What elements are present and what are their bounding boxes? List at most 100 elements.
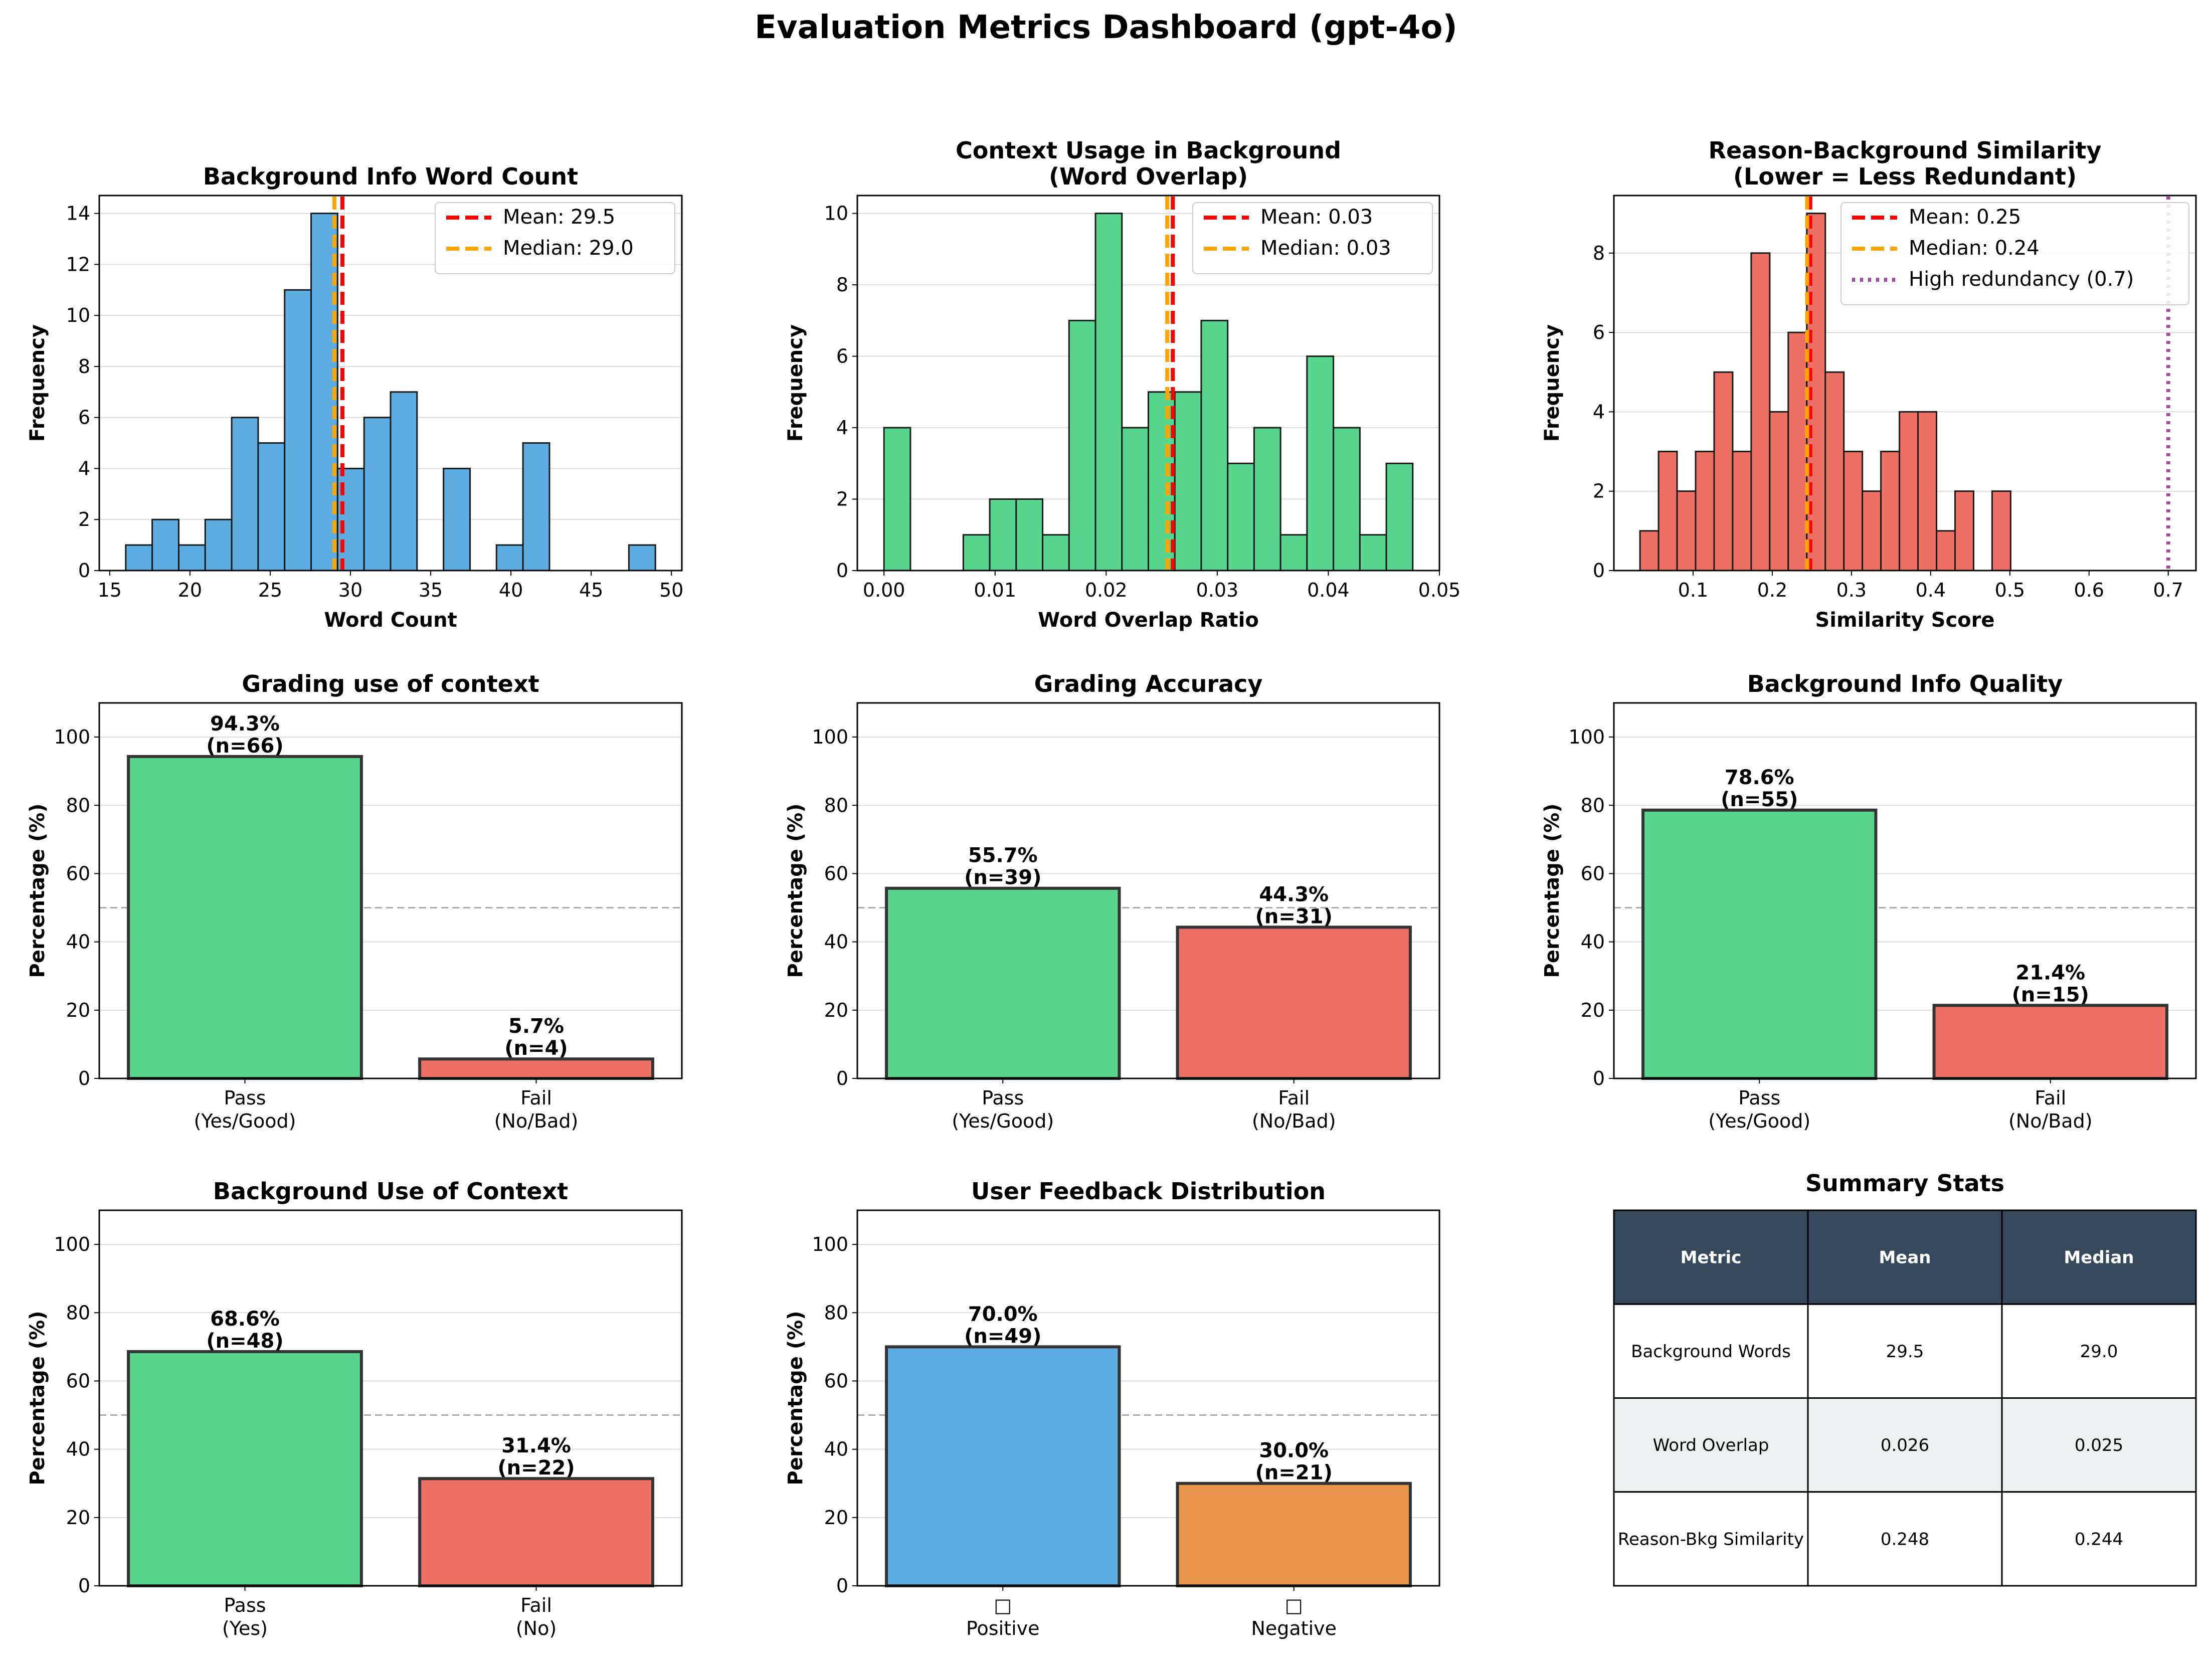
bar (1641, 808, 1878, 1080)
bar (885, 886, 1121, 1080)
x-tick-label: Negative (1251, 1617, 1337, 1639)
bar-value-label: 70.0% (968, 1303, 1038, 1326)
y-tick-label: 100 (812, 726, 848, 748)
x-axis-label: Word Overlap Ratio (1038, 609, 1259, 632)
y-tick-label: 100 (54, 726, 90, 748)
histogram-bar (1899, 411, 1919, 572)
y-tick-label: 0 (1593, 1067, 1605, 1089)
y-tick-label: 60 (1581, 862, 1605, 884)
bar (1176, 926, 1412, 1080)
y-axis-label: Percentage (%) (26, 1311, 49, 1486)
axes-frame-5 (1613, 702, 2197, 1079)
x-tick-label: (Yes/Good) (952, 1110, 1054, 1132)
y-tick-label: 0 (836, 1067, 848, 1089)
legend-label: Median: 0.24 (1909, 237, 2040, 260)
table-title: Summary Stats (1805, 1170, 2004, 1197)
histogram-bar (177, 544, 206, 572)
bar-count-label: (n=4) (504, 1037, 568, 1060)
table-cell (2001, 1303, 2197, 1399)
table-header-label: Median (2064, 1248, 2134, 1268)
y-tick-label: 0 (78, 560, 90, 582)
histogram-bar (1880, 451, 1901, 572)
x-tick-label: Fail (2035, 1087, 2066, 1109)
chart-title: User Feedback Distribution (971, 1178, 1326, 1205)
x-tick-label: 0.4 (1916, 579, 1946, 601)
bar-value-label: 44.3% (1259, 883, 1329, 906)
x-tick-label: 0.6 (2074, 579, 2104, 601)
x-tick-label: 0.04 (1307, 579, 1350, 601)
y-tick-label: 2 (78, 508, 90, 530)
histogram-bar (1174, 391, 1202, 572)
table-cell-value: Reason-Bkg Similarity (1618, 1529, 1804, 1549)
y-axis-label: Percentage (%) (1541, 804, 1564, 978)
legend-label: Median: 0.03 (1260, 237, 1391, 260)
y-tick-label: 10 (66, 304, 90, 326)
chart-title: (Lower = Less Redundant) (1733, 163, 2077, 190)
summary-table: Summary Stats Metric Mean Median Background … (1613, 1170, 2197, 1587)
y-tick-label: 2 (1593, 480, 1605, 502)
y-axis-label: Percentage (%) (784, 804, 807, 978)
chart-title: Background Info Quality (1747, 670, 2063, 697)
x-tick-label: Fail (520, 1594, 552, 1616)
y-tick-label: 20 (1581, 999, 1605, 1021)
table-cell-value: 29.5 (1886, 1342, 1924, 1362)
histogram-bar (443, 467, 471, 572)
x-tick-label: 0.2 (1757, 579, 1787, 601)
histogram-bar (1359, 534, 1387, 572)
axes-frame-2 (1613, 195, 2197, 572)
x-tick-label: (Yes/Good) (194, 1110, 296, 1132)
y-tick-label: 10 (824, 203, 848, 225)
x-tick-label: 40 (499, 579, 523, 601)
bar-count-label: (n=48) (206, 1330, 283, 1353)
histogram-bar (1068, 319, 1096, 572)
legend-label: Median: 29.0 (503, 237, 634, 260)
y-tick-label: 6 (836, 345, 848, 367)
x-tick-label: 0.01 (974, 579, 1016, 601)
y-tick-label: 40 (1581, 931, 1605, 953)
histogram-bar (1824, 371, 1845, 572)
y-tick-label: 4 (836, 417, 848, 439)
x-tick-label: (No/Bad) (2008, 1110, 2093, 1132)
y-tick-label: 12 (66, 253, 90, 275)
table-cell-value: Background Words (1631, 1342, 1791, 1362)
y-axis-label: Percentage (%) (26, 804, 49, 978)
x-tick-label: 0.7 (2153, 579, 2183, 601)
y-tick-label: 100 (1568, 726, 1605, 748)
histogram-bar (1862, 490, 1882, 572)
y-tick-label: 40 (824, 931, 848, 953)
histogram-panel-1: 0 2 4 6 8 10 Frequency 0.00 0.01 0.02 0.03 0.04 0.05… (784, 137, 1460, 632)
bar-count-label: (n=66) (206, 734, 283, 758)
y-tick-label: 0 (836, 560, 848, 582)
legend-label: Mean: 0.03 (1260, 206, 1373, 229)
y-tick-label: 14 (66, 203, 90, 225)
y-axis-label: Frequency (784, 324, 807, 442)
bar-count-label: (n=15) (2012, 983, 2089, 1006)
bar (127, 1350, 363, 1588)
y-tick-label: 100 (54, 1233, 90, 1255)
bar-count-label: (n=55) (1721, 788, 1798, 811)
axes-frame-7 (856, 1209, 1440, 1587)
histogram-bar (151, 518, 179, 572)
histogram-bar (1732, 451, 1752, 572)
axes-frame-6 (98, 1209, 683, 1587)
histogram-bar (1787, 331, 1808, 572)
bar-value-label: 55.7% (968, 844, 1038, 867)
x-tick-label: □ (994, 1594, 1012, 1616)
bar-value-label: 94.3% (210, 712, 280, 735)
bar-count-label: (n=39) (964, 866, 1041, 889)
histogram-bar (231, 417, 259, 572)
histogram-bar (1253, 427, 1281, 572)
x-tick-label: □ (1285, 1594, 1303, 1616)
x-axis-label: Similarity Score (1815, 609, 1994, 632)
bar-value-label: 5.7% (508, 1015, 564, 1038)
x-tick-label: 15 (98, 579, 122, 601)
histogram-bar (1121, 427, 1150, 572)
bar-panel-5: 0 20 40 60 80 100 Percentage (%) 78.6%(n=55) Pas… (1541, 670, 2197, 1132)
y-tick-label: 8 (1593, 242, 1605, 264)
histogram-bar (1385, 462, 1414, 572)
chart-title: Context Usage in Background (956, 137, 1341, 164)
x-tick-label: 25 (258, 579, 282, 601)
histogram-bar (1991, 490, 2011, 572)
y-tick-label: 60 (66, 862, 90, 884)
